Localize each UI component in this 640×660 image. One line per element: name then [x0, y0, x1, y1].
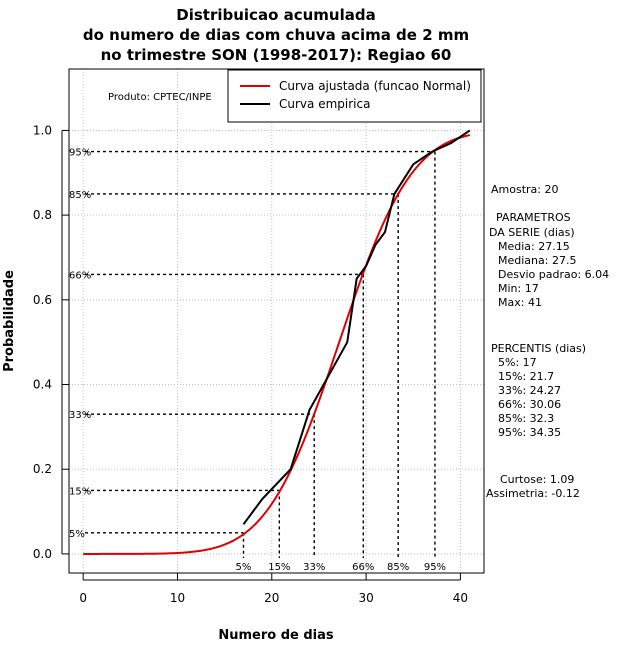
axes: 0 10 20 30 40 0.0 0.2 0.4 0.6 0.8 1.0	[33, 123, 468, 605]
empirical-curve	[242, 129, 471, 525]
legend-box	[227, 69, 482, 123]
y-tick-label: 0.6	[33, 293, 52, 307]
params-header-line-2: DA SERIE (dias)	[489, 226, 575, 239]
param-mean: Media: 27.15	[498, 240, 570, 253]
percentile-x-label: 95%	[424, 562, 446, 573]
y-tick-label: 1.0	[33, 123, 52, 137]
credit-text: Produto: CPTEC/INPE	[108, 92, 212, 103]
chart-title-line-3: no trimestre SON (1998-2017): Regiao 60	[101, 46, 452, 64]
y-tick-label: 0.8	[33, 208, 52, 222]
x-axis-title: Numero de dias	[218, 628, 334, 643]
y-tick-label: 0.2	[33, 462, 52, 476]
percentiles-header: PERCENTIS (dias)	[491, 342, 586, 355]
percentile-33: 33%: 24.27	[498, 384, 561, 397]
percentile-x-label: 66%	[352, 562, 374, 573]
param-median: Mediana: 27.5	[498, 254, 576, 267]
curves	[83, 129, 471, 555]
percentile-y-label: 85%	[69, 190, 91, 201]
x-tick-label: 20	[264, 591, 279, 605]
params-header-line-1: PARAMETROS	[496, 211, 571, 224]
percentile-y-label: 15%	[69, 486, 91, 497]
y-tick-label: 0.0	[33, 547, 52, 561]
kurtosis-text: Curtose: 1.09	[500, 473, 574, 486]
chart-title-line-2: do numero de dias com chuva acima de 2 m…	[83, 26, 469, 44]
percentile-x-label: 5%	[236, 562, 252, 573]
percentile-15: 15%: 21.7	[498, 370, 554, 383]
percentile-y-label: 95%	[69, 148, 91, 159]
sample-size-text: Amostra: 20	[491, 183, 558, 196]
y-axis-title: Probabilidade	[2, 270, 17, 372]
statistics-panel: Amostra: 20 PARAMETROS DA SERIE (dias) M…	[486, 183, 609, 500]
x-tick-label: 40	[453, 591, 468, 605]
legend-label-empirical: Curva empirica	[279, 97, 370, 111]
grid	[69, 69, 484, 573]
plot-frame	[68, 68, 485, 574]
percentile-x-label: 33%	[303, 562, 325, 573]
percentile-05: 5%: 17	[498, 356, 537, 369]
percentile-y-label: 33%	[69, 410, 91, 421]
percentile-85: 85%: 32.3	[498, 412, 554, 425]
x-tick-label: 10	[170, 591, 185, 605]
percentile-x-label: 15%	[268, 562, 290, 573]
percentile-x-label: 85%	[387, 562, 409, 573]
chart-title-line-1: Distribuicao acumulada	[176, 6, 375, 24]
percentile-lines: 5% 5% 15% 15% 33% 33% 66% 66% 85% 85% 95% 95%	[69, 148, 446, 573]
x-tick-label: 30	[358, 591, 373, 605]
skewness-text: Assimetria: -0.12	[486, 487, 580, 500]
param-stddev: Desvio padrao: 6.04	[498, 268, 609, 281]
y-tick-label: 0.4	[33, 378, 52, 392]
param-max: Max: 41	[498, 296, 542, 309]
normal-fit-curve	[83, 134, 471, 555]
param-min: Min: 17	[498, 282, 539, 295]
x-tick-label: 0	[79, 591, 87, 605]
legend: Curva ajustada (funcao Normal) Curva emp…	[227, 69, 482, 123]
percentile-95: 95%: 34.35	[498, 426, 561, 439]
percentile-66: 66%: 30.06	[498, 398, 561, 411]
legend-label-normal-fit: Curva ajustada (funcao Normal)	[279, 79, 471, 93]
percentile-y-label: 66%	[69, 270, 91, 281]
percentile-y-label: 5%	[69, 529, 85, 540]
